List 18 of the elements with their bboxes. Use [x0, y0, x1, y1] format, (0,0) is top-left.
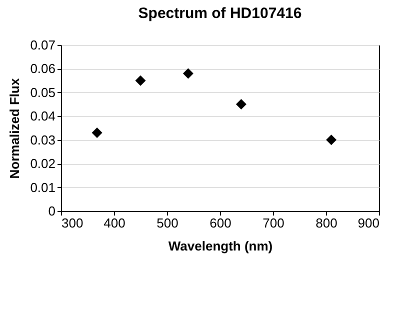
chart-title: Spectrum of HD107416 [138, 5, 302, 22]
x-tick-label: 900 [358, 216, 380, 230]
x-axis-title: Wavelength (nm) [168, 238, 273, 254]
x-tick-label: 300 [62, 216, 84, 230]
y-tick-label: 0.03 [30, 132, 56, 148]
x-tick-label: 800 [316, 216, 338, 230]
y-tick-label: 0.05 [30, 84, 56, 100]
y-tick-label: 0 [48, 204, 56, 218]
y-tick-label: 0.02 [30, 156, 56, 172]
x-tick-label: 600 [210, 216, 232, 230]
y-tick-label: 0.04 [30, 108, 56, 124]
x-tick-label: 500 [156, 216, 178, 230]
x-tick-label: 400 [104, 216, 126, 230]
y-tick-label: 0.06 [30, 61, 56, 76]
y-tick-label: 0.07 [30, 38, 56, 52]
x-tick-label: 700 [262, 216, 284, 230]
y-tick-label: 0.01 [30, 180, 56, 195]
y-axis-title: Normalized Flux [7, 78, 22, 179]
